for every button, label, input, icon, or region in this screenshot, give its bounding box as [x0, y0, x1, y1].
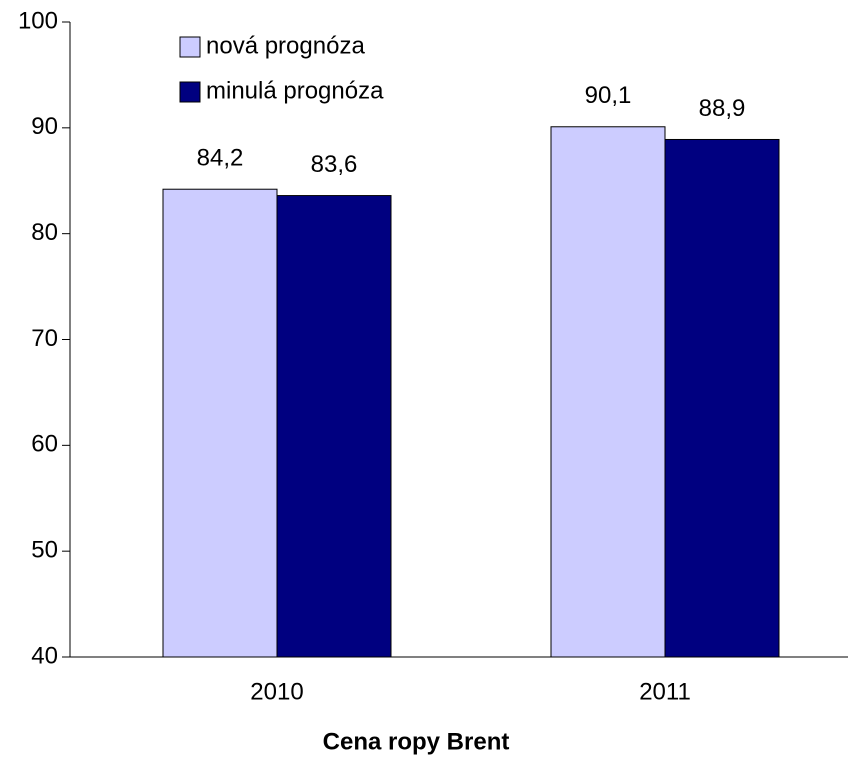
y-tick-label: 60	[31, 431, 58, 458]
legend-label: minulá prognóza	[206, 77, 384, 104]
y-tick-label: 100	[18, 7, 58, 34]
y-tick-label: 80	[31, 219, 58, 246]
y-tick-label: 70	[31, 325, 58, 352]
legend-label: nová prognóza	[206, 32, 365, 59]
x-tick-label: 2010	[250, 678, 303, 705]
bar	[276, 195, 392, 658]
legend-swatch	[179, 36, 201, 58]
y-tick-label: 90	[31, 113, 58, 140]
bar	[550, 126, 666, 658]
x-tick-label: 2011	[639, 678, 691, 705]
x-axis-label: Cena ropy Brent	[323, 728, 510, 755]
bar	[664, 138, 780, 658]
value-label: 83,6	[311, 151, 358, 178]
y-tick-label: 50	[31, 537, 58, 564]
y-tick-label: 40	[31, 642, 58, 669]
bar	[162, 188, 278, 658]
value-label: 90,1	[585, 82, 632, 109]
value-label: 84,2	[197, 145, 244, 172]
value-label: 88,9	[699, 95, 746, 122]
legend-swatch	[179, 81, 201, 103]
